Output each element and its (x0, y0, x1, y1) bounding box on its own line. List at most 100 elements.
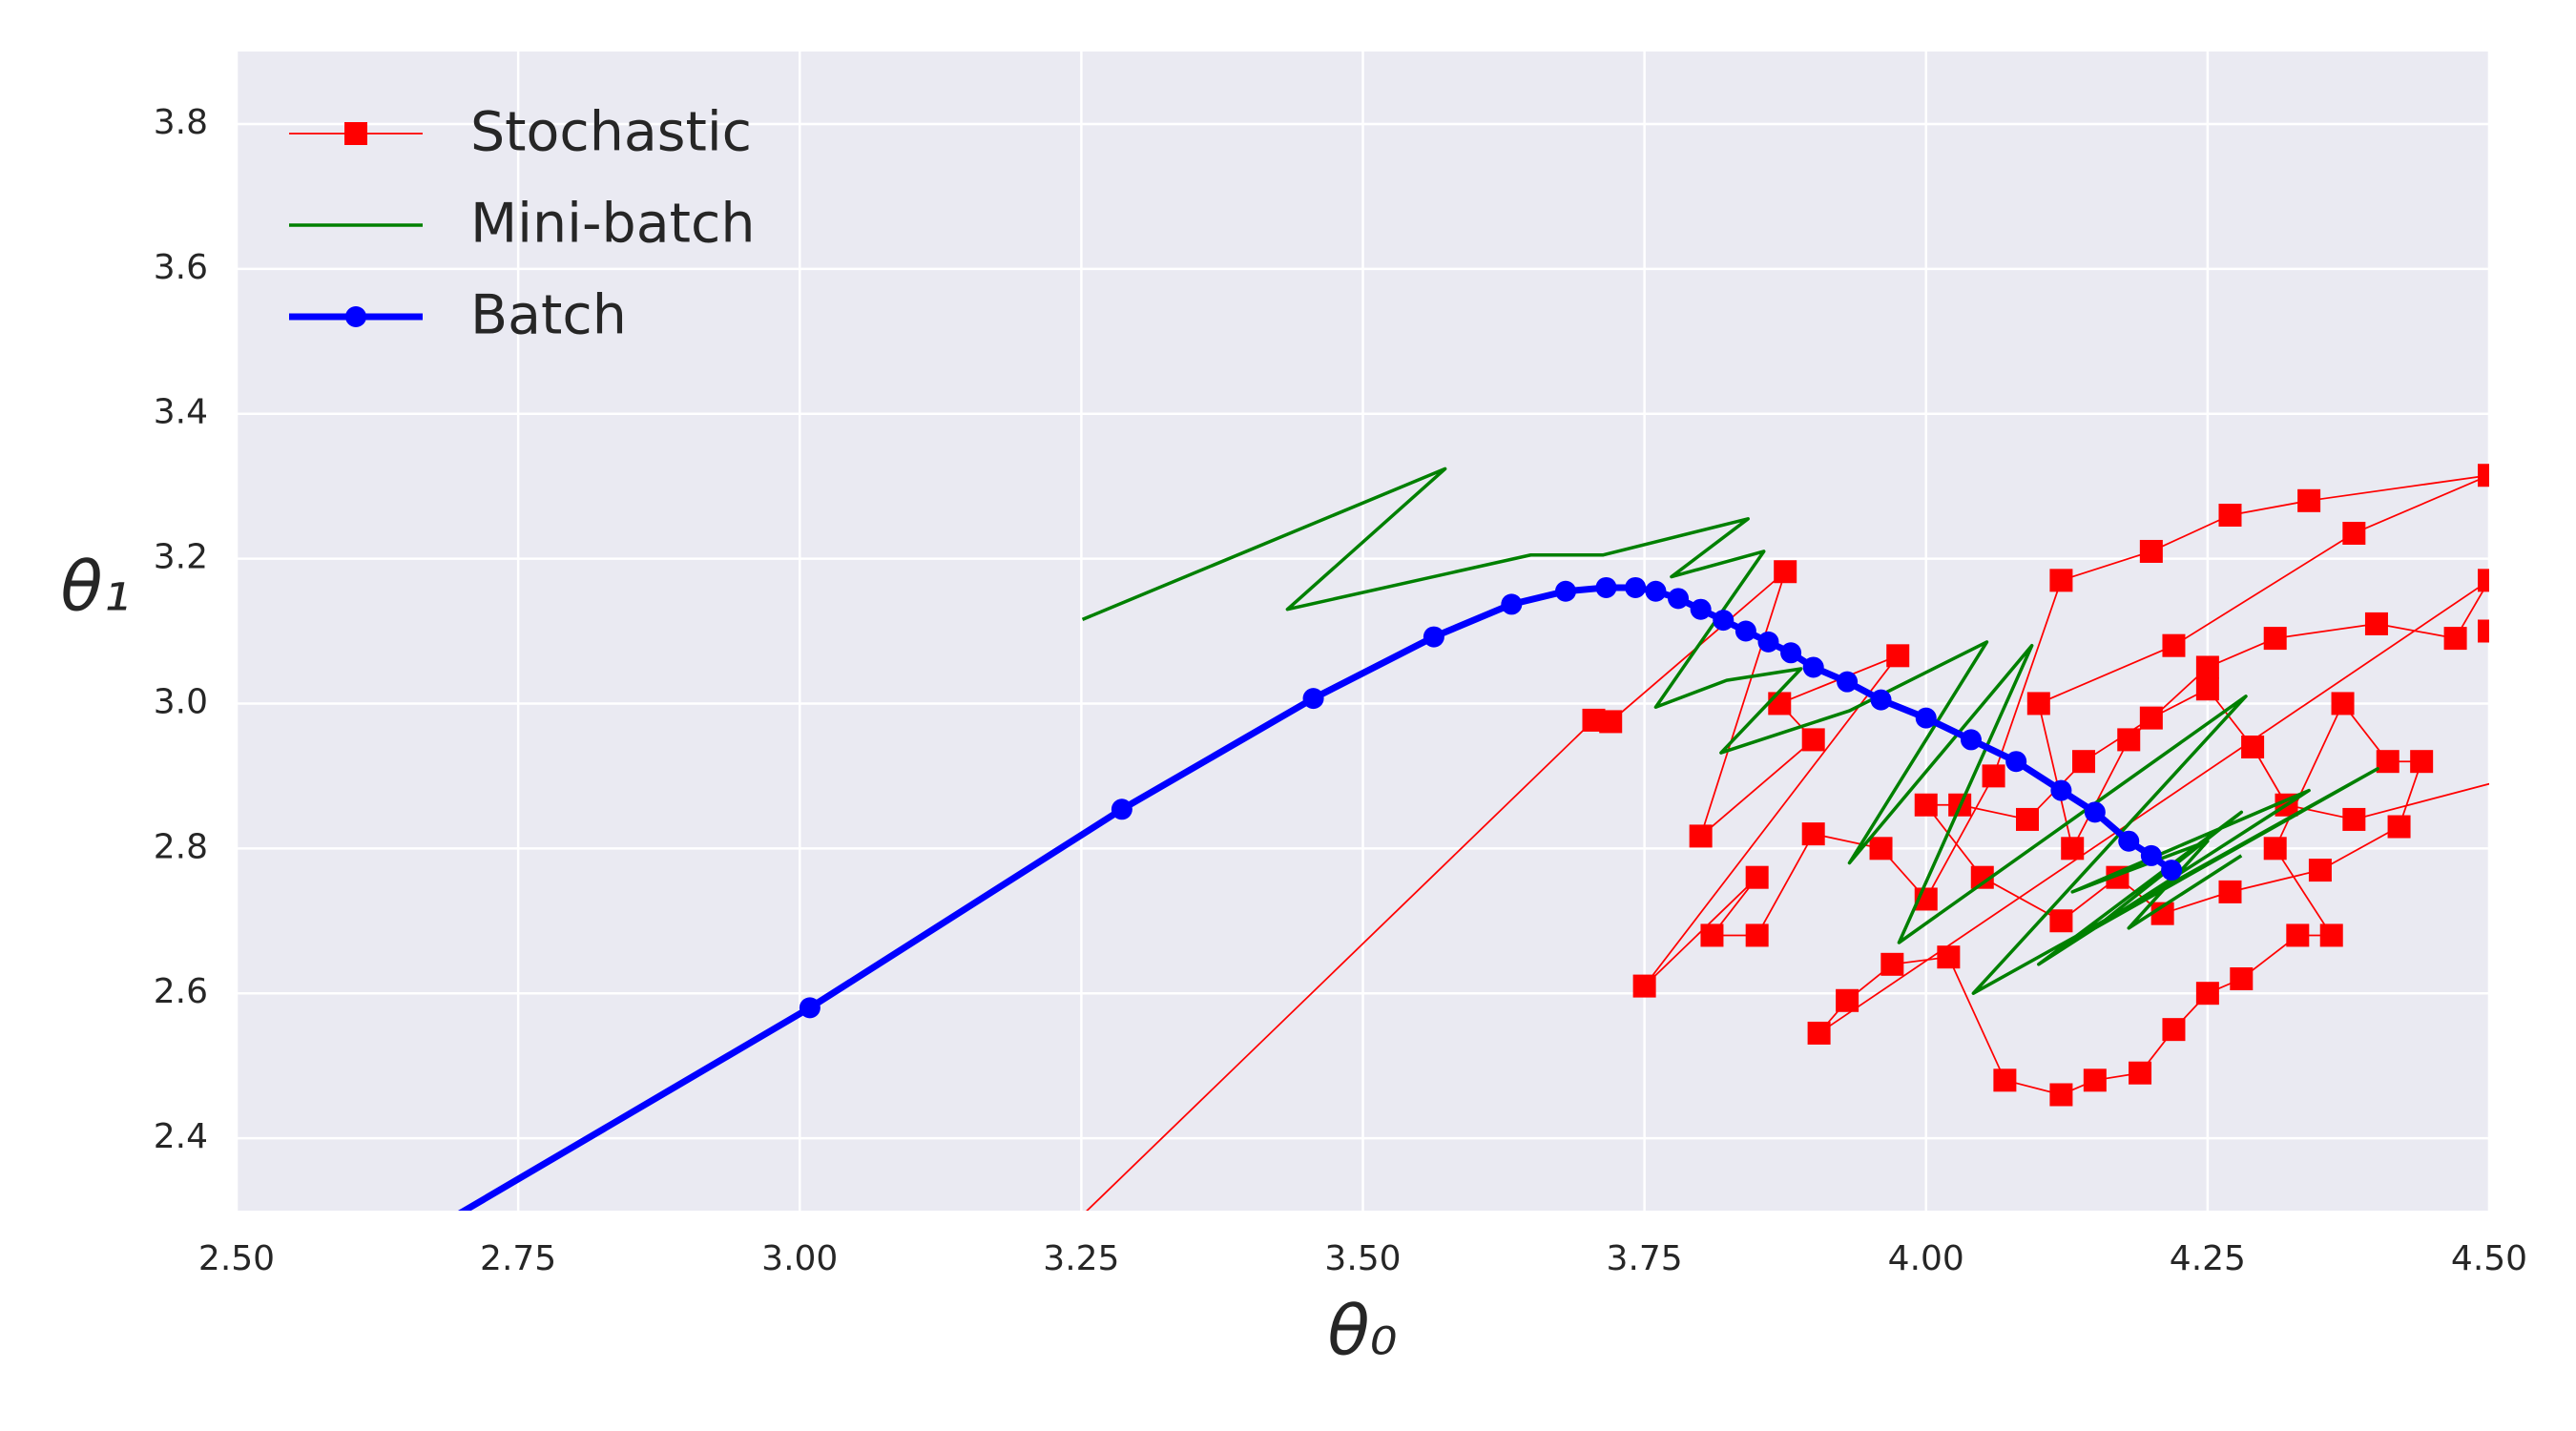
marker (1768, 692, 1792, 716)
marker (2342, 521, 2366, 545)
marker (2083, 1068, 2107, 1092)
marker (1501, 593, 1523, 615)
marker (2195, 982, 2219, 1006)
y-tick-label: 2.4 (154, 1117, 208, 1156)
marker (2263, 627, 2287, 651)
marker (1886, 644, 1910, 668)
marker (1870, 689, 1892, 711)
marker (2376, 750, 2399, 774)
marker (2084, 801, 2106, 823)
y-tick-label: 2.8 (154, 827, 208, 866)
y-tick-label: 3.6 (154, 248, 208, 287)
x-tick-label: 2.75 (480, 1239, 556, 1278)
y-tick-label: 3.4 (154, 393, 208, 432)
marker (1713, 610, 1735, 632)
marker (1111, 798, 1132, 820)
marker (2342, 807, 2366, 831)
marker (2072, 750, 2096, 774)
marker (2049, 1083, 2073, 1107)
x-tick-label: 3.25 (1043, 1239, 1119, 1278)
marker (2139, 539, 2163, 563)
marker (2129, 1061, 2152, 1085)
marker (1960, 729, 1982, 751)
marker (2195, 655, 2219, 679)
marker (1599, 710, 1623, 734)
x-axis-label: θ₀ (1328, 1291, 1398, 1371)
marker (1645, 580, 1667, 602)
y-tick-label: 3.2 (154, 538, 208, 577)
plot-area (294, 464, 2489, 1316)
marker (1632, 974, 1656, 998)
x-tick-label: 3.50 (1324, 1239, 1401, 1278)
marker (1689, 824, 1713, 848)
grid (235, 52, 2491, 1211)
marker (1302, 688, 1324, 710)
marker (1668, 588, 1690, 610)
marker (2050, 779, 2072, 801)
marker (1625, 576, 1647, 598)
y-tick-label: 3.8 (154, 103, 208, 142)
marker (2140, 844, 2162, 866)
marker (1700, 923, 1724, 947)
marker (2443, 627, 2467, 651)
marker (1757, 631, 1779, 653)
marker (2061, 837, 2085, 861)
y-tick-label: 3.0 (154, 682, 208, 721)
marker (2005, 751, 2027, 773)
legend: Stochastic Mini-batch Batch (289, 101, 755, 347)
marker (1735, 620, 1756, 642)
marker (1869, 837, 1893, 861)
marker (1802, 656, 1824, 678)
marker (1807, 1021, 1831, 1045)
marker (2026, 692, 2050, 716)
marker (2218, 504, 2242, 527)
marker (2162, 633, 2186, 657)
marker (2218, 880, 2242, 903)
legend-marker (345, 306, 366, 327)
x-tick-label: 2.50 (198, 1239, 275, 1278)
marker (1837, 671, 1859, 693)
marker (2139, 706, 2163, 730)
marker (2319, 923, 2343, 947)
marker (2161, 860, 2183, 881)
x-tick-label: 4.00 (1888, 1239, 1964, 1278)
marker (2387, 815, 2411, 839)
legend-label: Batch (470, 284, 627, 347)
marker (2015, 807, 2039, 831)
marker (2117, 728, 2141, 752)
marker (2230, 967, 2254, 990)
marker (2286, 923, 2310, 947)
legend-marker (344, 122, 367, 145)
marker (1915, 707, 1937, 729)
marker (1780, 642, 1802, 664)
legend-label: Mini-batch (470, 193, 755, 256)
marker (2049, 569, 2073, 592)
x-tick-label: 4.50 (2451, 1239, 2527, 1278)
marker (2162, 1018, 2186, 1042)
y-axis-label: θ₁ (61, 547, 131, 627)
marker (1914, 793, 1938, 817)
marker (2263, 837, 2287, 861)
marker (1423, 626, 1444, 648)
marker (1880, 952, 1904, 976)
marker (1595, 576, 1617, 598)
marker (2478, 464, 2489, 487)
x-tick-label: 3.00 (761, 1239, 838, 1278)
marker (1745, 865, 1769, 889)
legend-label: Stochastic (470, 101, 752, 164)
marker (2195, 677, 2219, 701)
marker (2364, 612, 2388, 635)
marker (2331, 692, 2355, 716)
marker (2410, 750, 2434, 774)
marker (294, 1295, 315, 1316)
marker (799, 997, 821, 1019)
marker (1993, 1068, 2017, 1092)
x-tick-label: 3.75 (1607, 1239, 1683, 1278)
marker (1836, 988, 1859, 1012)
marker (1801, 728, 1825, 752)
marker (1690, 598, 1712, 620)
marker (2118, 830, 2140, 852)
marker (2241, 736, 2265, 758)
marker (1745, 923, 1769, 947)
